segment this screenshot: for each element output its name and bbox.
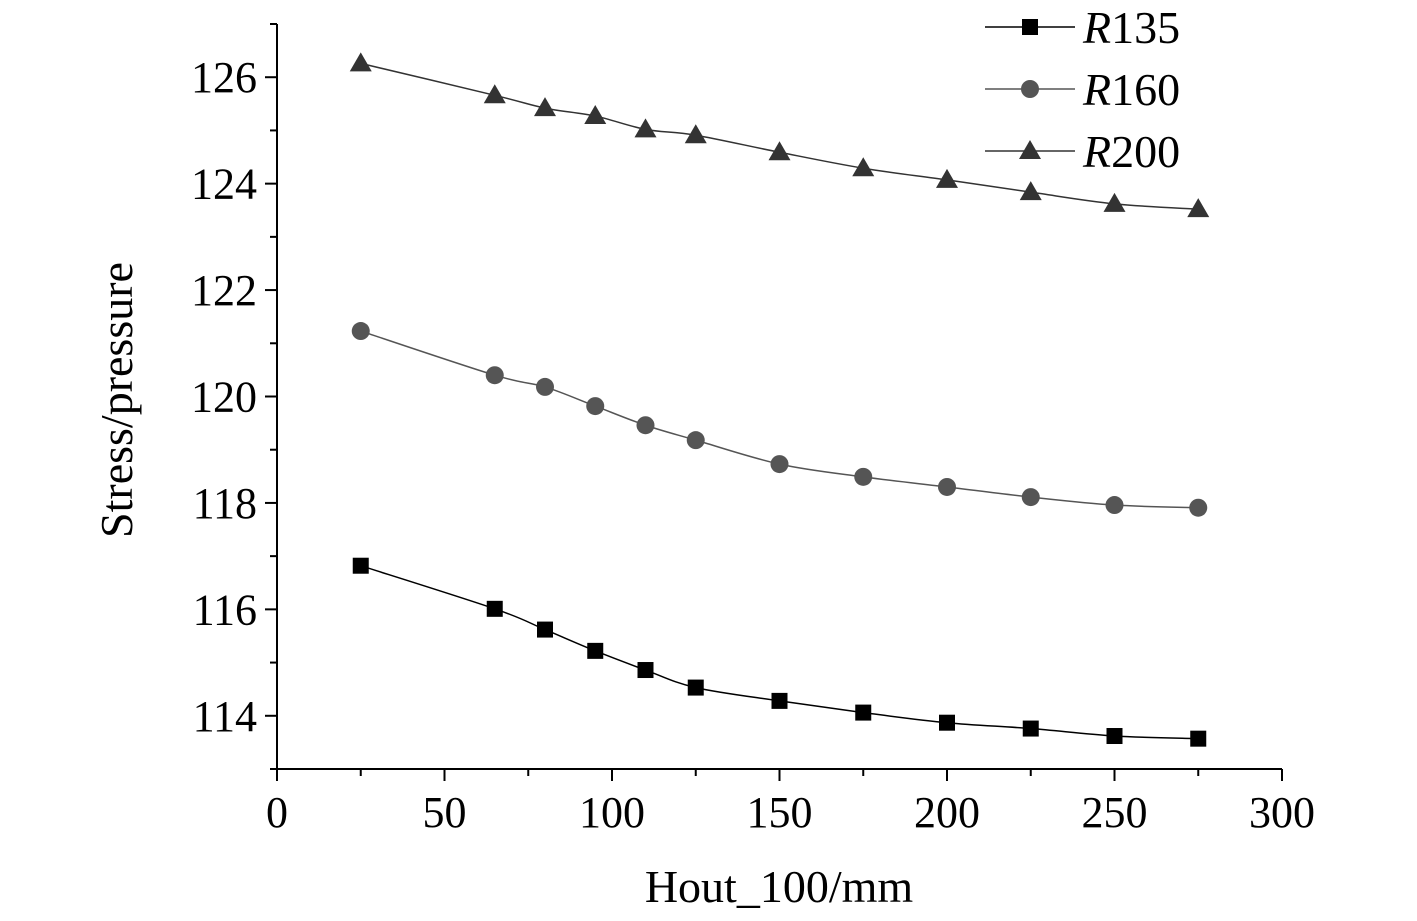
circle-marker bbox=[485, 366, 504, 385]
circle-marker bbox=[1021, 488, 1040, 507]
triangle-marker bbox=[1019, 140, 1041, 159]
circle-marker bbox=[636, 416, 655, 435]
circle-marker bbox=[536, 377, 554, 396]
legend-item-R135: R135 bbox=[985, 2, 1180, 53]
triangle-marker bbox=[534, 97, 556, 117]
triangle-marker bbox=[1187, 198, 1210, 218]
triangle-marker bbox=[852, 157, 875, 177]
legend-label: R135 bbox=[1082, 2, 1180, 53]
y-tick-label: 122 bbox=[191, 266, 257, 315]
x-axis-label: Hout_100/mm bbox=[645, 861, 914, 912]
square-marker bbox=[637, 662, 654, 679]
circle-marker bbox=[854, 467, 873, 486]
legend-item-R160: R160 bbox=[985, 64, 1180, 115]
circle-marker bbox=[686, 431, 705, 450]
series-group bbox=[349, 52, 1210, 747]
square-marker bbox=[771, 692, 788, 709]
series-line bbox=[360, 62, 1199, 210]
triangle-marker bbox=[1019, 181, 1042, 201]
x-tick-label: 250 bbox=[1082, 788, 1148, 837]
y-tick-label: 126 bbox=[191, 53, 257, 102]
square-marker bbox=[486, 600, 503, 617]
triangle-marker bbox=[483, 84, 506, 104]
square-marker bbox=[687, 679, 704, 696]
triangle-marker bbox=[634, 118, 657, 138]
square-marker bbox=[1022, 19, 1038, 35]
x-tick-label: 200 bbox=[914, 788, 980, 837]
x-tick-label: 0 bbox=[266, 788, 288, 837]
series-R160 bbox=[351, 322, 1208, 517]
legend-item-R200: R200 bbox=[985, 126, 1180, 177]
square-marker bbox=[587, 642, 604, 659]
circle-marker bbox=[1105, 496, 1124, 515]
series-line bbox=[360, 565, 1199, 740]
x-tick-label: 150 bbox=[747, 788, 813, 837]
triangle-marker bbox=[349, 52, 372, 72]
x-tick-label: 50 bbox=[423, 788, 467, 837]
circle-marker bbox=[1021, 80, 1039, 98]
series-line bbox=[360, 330, 1199, 509]
circle-marker bbox=[938, 477, 956, 496]
y-axis-label: Stress/pressure bbox=[91, 262, 142, 538]
circle-marker bbox=[351, 322, 370, 341]
triangle-marker bbox=[1103, 192, 1126, 212]
axes: 0 50 100 150 200 250 300 114 116 118 120 122 124 126 bbox=[191, 23, 1315, 837]
triangle-marker bbox=[768, 141, 791, 161]
square-marker bbox=[1190, 730, 1207, 747]
y-tick-label: 124 bbox=[191, 160, 257, 209]
y-tick-label: 118 bbox=[193, 479, 257, 528]
legend-label: R160 bbox=[1082, 64, 1180, 115]
square-marker bbox=[1022, 720, 1039, 737]
x-tick-label: 100 bbox=[579, 788, 645, 837]
circle-marker bbox=[1189, 498, 1208, 517]
series-R135 bbox=[352, 557, 1207, 747]
triangle-marker bbox=[684, 124, 707, 144]
triangle-marker bbox=[936, 168, 958, 188]
legend: R135 R160 R200 bbox=[985, 2, 1180, 177]
circle-marker bbox=[586, 397, 605, 416]
y-tick-label: 120 bbox=[191, 373, 257, 422]
series-R200 bbox=[349, 52, 1210, 218]
square-marker bbox=[1106, 728, 1123, 745]
circle-marker bbox=[770, 455, 789, 474]
square-marker bbox=[537, 621, 553, 638]
x-tick-label: 300 bbox=[1249, 788, 1315, 837]
triangle-marker bbox=[584, 105, 607, 125]
y-tick-label: 116 bbox=[193, 585, 257, 634]
square-marker bbox=[939, 714, 955, 731]
legend-label: R200 bbox=[1082, 126, 1180, 177]
square-marker bbox=[352, 557, 369, 574]
square-marker bbox=[855, 704, 872, 721]
y-tick-label: 114 bbox=[193, 692, 257, 741]
